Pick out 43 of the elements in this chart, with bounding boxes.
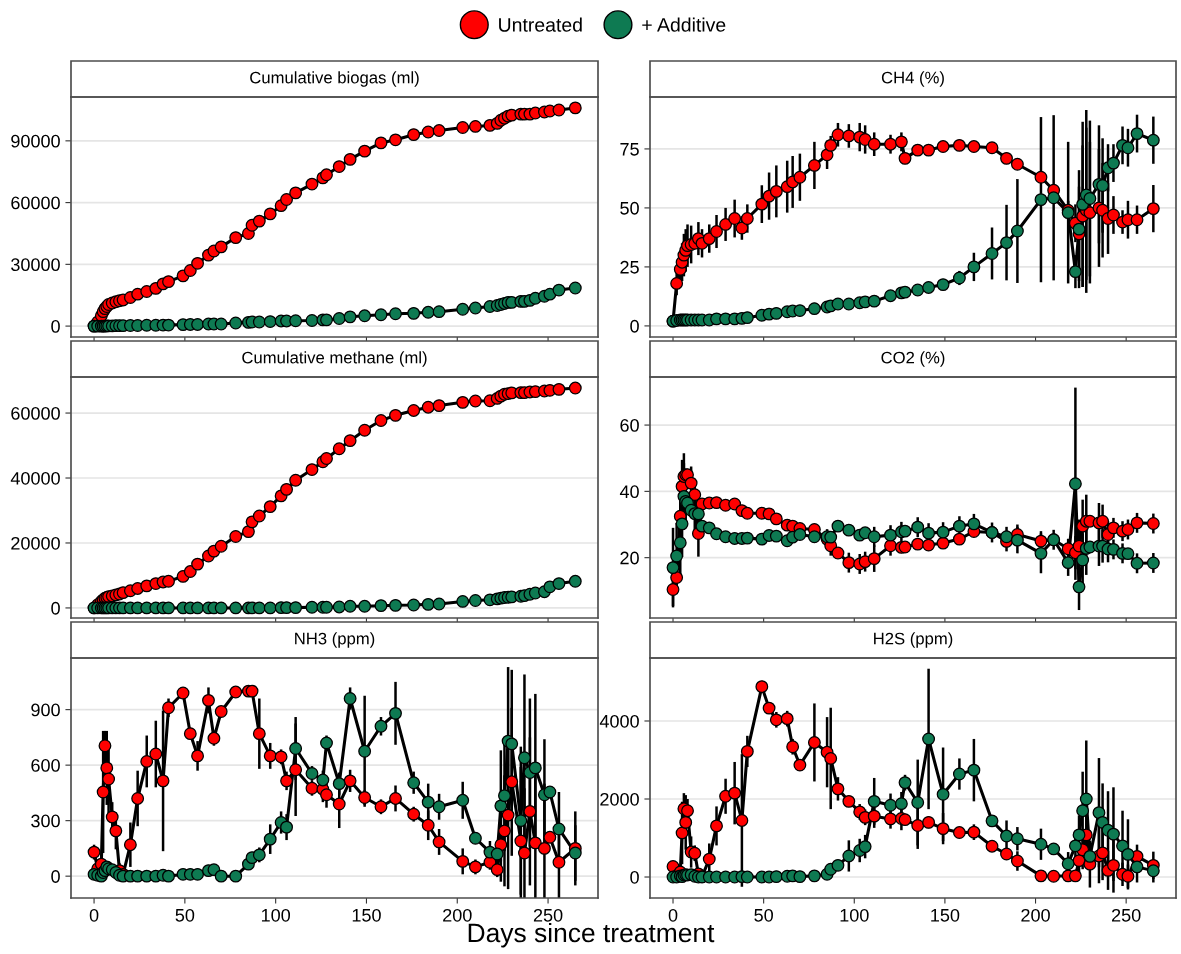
- y-tick-label: 2000: [600, 792, 639, 806]
- y-tick-label: 0: [51, 320, 60, 333]
- y-tick-label: 30000: [11, 258, 60, 272]
- y-tick-label: 60000: [11, 196, 60, 210]
- y-tick-label: 20000: [11, 536, 60, 550]
- y-tick-label: 75: [620, 143, 639, 156]
- y-tick-label: 0: [51, 601, 60, 615]
- y-tick-label: 40: [619, 485, 639, 499]
- x-tick-label: 0: [668, 908, 678, 922]
- x-tick-label: 50: [754, 908, 773, 922]
- chart-title: CO2 (%): [881, 351, 945, 367]
- y-tick-label: 600: [31, 759, 60, 772]
- chart-title: Cumulative biogas (ml): [250, 71, 419, 87]
- x-tick-label: 100: [261, 908, 291, 922]
- y-tick-label: 0: [630, 870, 639, 884]
- y-tick-label: 20: [620, 551, 639, 565]
- y-tick-label: 50: [620, 201, 639, 215]
- y-tick-label: 0: [51, 870, 60, 883]
- y-tick-label: 4000: [599, 714, 639, 728]
- chart-title: NH3 (ppm): [295, 632, 375, 648]
- x-tick-label: 250: [533, 908, 563, 922]
- x-tick-label: 0: [89, 908, 99, 922]
- x-axis-title: Days since treatment: [468, 922, 715, 948]
- x-tick-label: 150: [931, 908, 960, 922]
- y-tick-label: 60: [620, 419, 639, 432]
- y-tick-label: 40000: [10, 471, 60, 485]
- y-tick-label: 90000: [11, 134, 60, 148]
- chart-title: H2S (ppm): [874, 632, 953, 648]
- legend-label: Untreated: [499, 17, 582, 32]
- x-tick-label: 200: [1021, 908, 1050, 922]
- y-tick-label: 300: [31, 814, 60, 828]
- legend-label: + Additive: [642, 17, 726, 32]
- x-tick-label: 50: [175, 908, 195, 922]
- x-tick-label: 200: [443, 908, 472, 922]
- y-tick-label: 60000: [11, 406, 60, 420]
- y-tick-label: 0: [630, 319, 639, 333]
- chart-title: Cumulative methane (ml): [242, 351, 427, 367]
- x-tick-label: 250: [1112, 908, 1141, 922]
- y-tick-label: 900: [31, 703, 60, 717]
- chart-title: CH4 (%): [881, 71, 944, 87]
- y-tick-label: 25: [620, 260, 639, 274]
- x-tick-label: 100: [840, 908, 869, 922]
- x-tick-label: 150: [352, 908, 381, 922]
